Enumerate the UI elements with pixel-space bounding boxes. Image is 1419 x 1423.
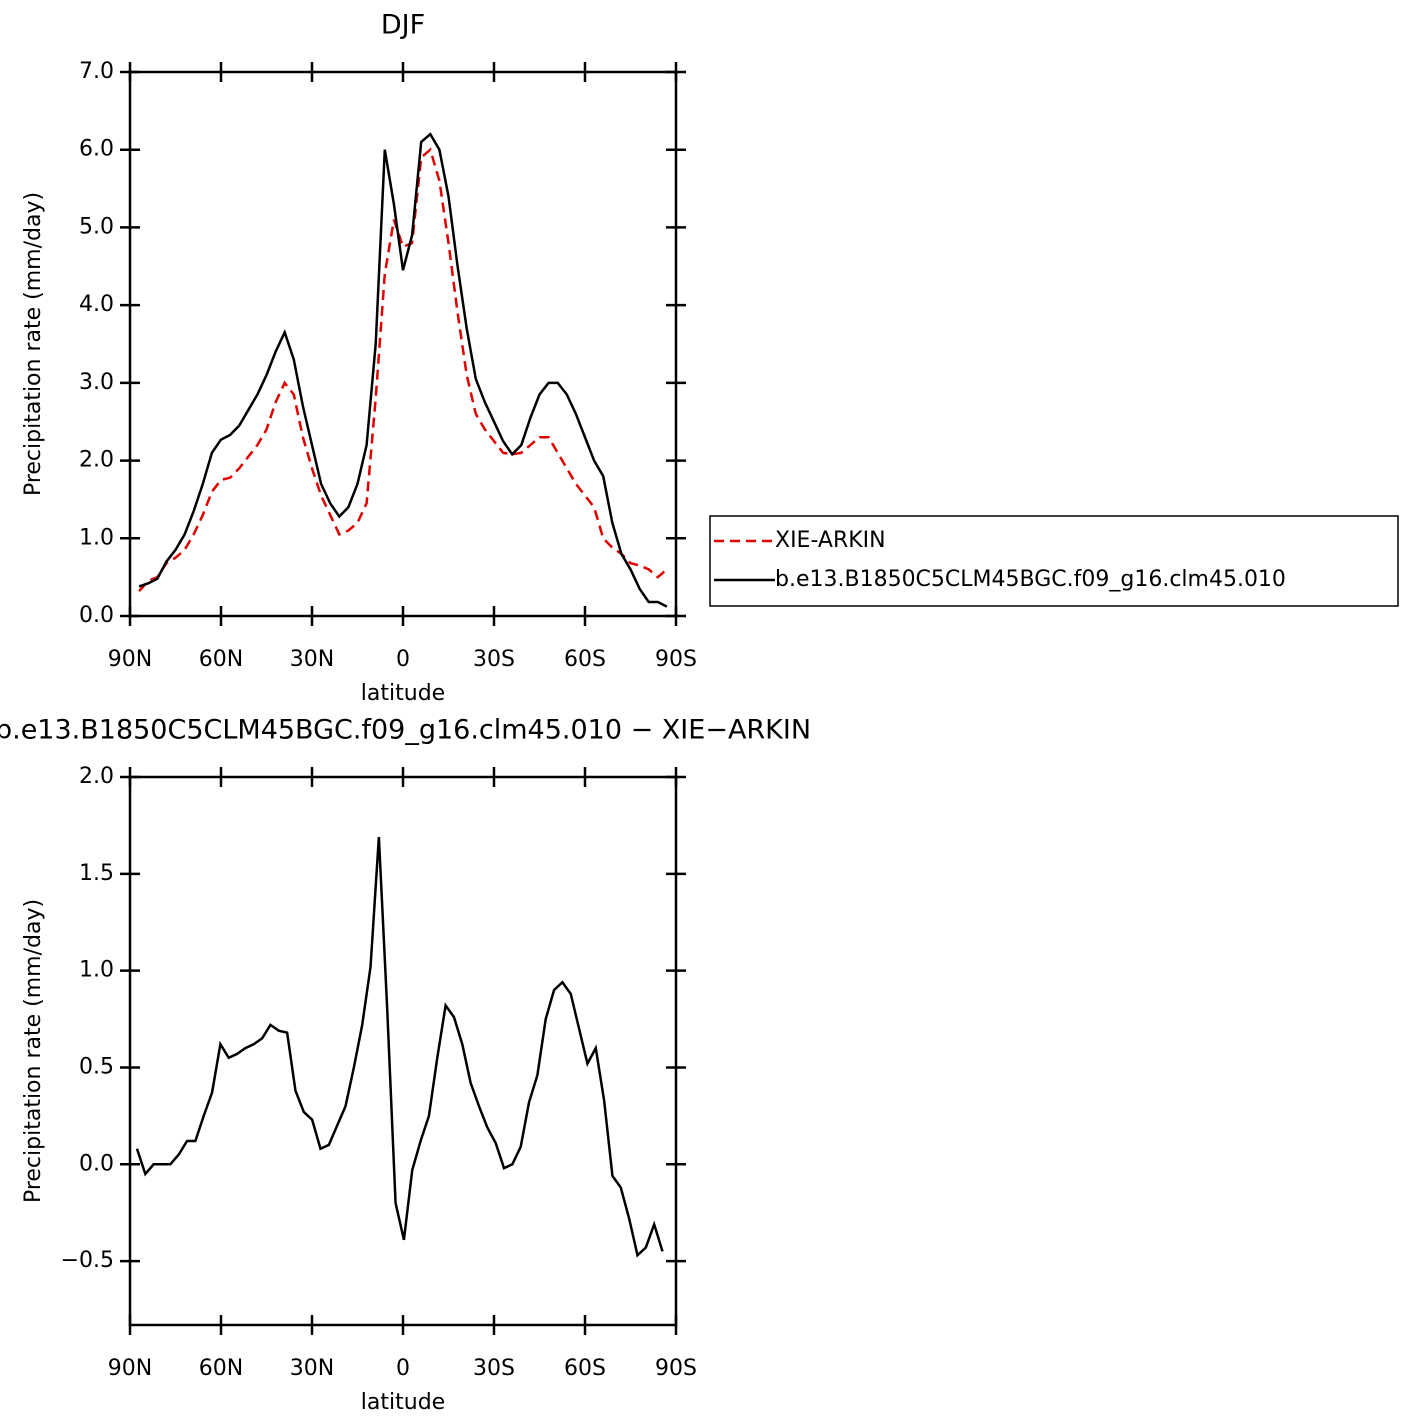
y-tick-label: 2.0 — [79, 448, 114, 473]
y-tick-label: 1.0 — [79, 958, 114, 983]
x-tick-label: 30S — [473, 1356, 515, 1381]
y-tick-label: 0.0 — [79, 1151, 114, 1176]
y-tick-label: 7.0 — [79, 59, 114, 84]
x-tick-label: 60S — [564, 1356, 606, 1381]
data-line — [138, 147, 668, 592]
y-tick-label: 0.0 — [79, 603, 114, 628]
y-tick-label: 5.0 — [79, 214, 114, 239]
x-tick-label: 60N — [199, 647, 243, 672]
x-tick-label: 90N — [108, 647, 152, 672]
y-axis-label: Precipitation rate (mm/day) — [21, 899, 46, 1203]
x-tick-label: 90S — [655, 1356, 697, 1381]
y-tick-label: 2.0 — [79, 764, 114, 789]
plot-frame — [128, 70, 678, 618]
x-axis-label: latitude — [361, 1390, 445, 1415]
legend-label: b.e13.B1850C5CLM45BGC.f09_g16.clm45.010 — [775, 567, 1286, 592]
y-tick-label: −0.5 — [61, 1248, 114, 1273]
y-tick-label: 0.5 — [79, 1054, 114, 1079]
chart-title: b.e13.B1850C5CLM45BGC.f09_g16.clm45.010 … — [0, 715, 811, 746]
x-axis-label: latitude — [361, 681, 445, 706]
x-tick-label: 60N — [199, 1356, 243, 1381]
x-tick-label: 30N — [290, 1356, 334, 1381]
x-tick-label: 0 — [396, 1356, 410, 1381]
legend-box — [709, 515, 1399, 607]
data-line — [138, 132, 668, 608]
x-tick-label: 90S — [655, 647, 697, 672]
x-tick-label: 30N — [290, 647, 334, 672]
y-axis-label: Precipitation rate (mm/day) — [21, 192, 46, 496]
y-tick-label: 4.0 — [79, 292, 114, 317]
x-tick-label: 60S — [564, 647, 606, 672]
y-tick-label: 6.0 — [79, 137, 114, 162]
legend-label: XIE-ARKIN — [775, 528, 886, 553]
chart-title: DJF — [381, 10, 425, 41]
x-tick-label: 0 — [396, 647, 410, 672]
y-tick-label: 1.0 — [79, 525, 114, 550]
x-tick-label: 30S — [473, 647, 515, 672]
y-tick-label: 3.0 — [79, 370, 114, 395]
y-tick-label: 1.5 — [79, 861, 114, 886]
data-line — [135, 836, 664, 1258]
x-tick-label: 90N — [108, 1356, 152, 1381]
